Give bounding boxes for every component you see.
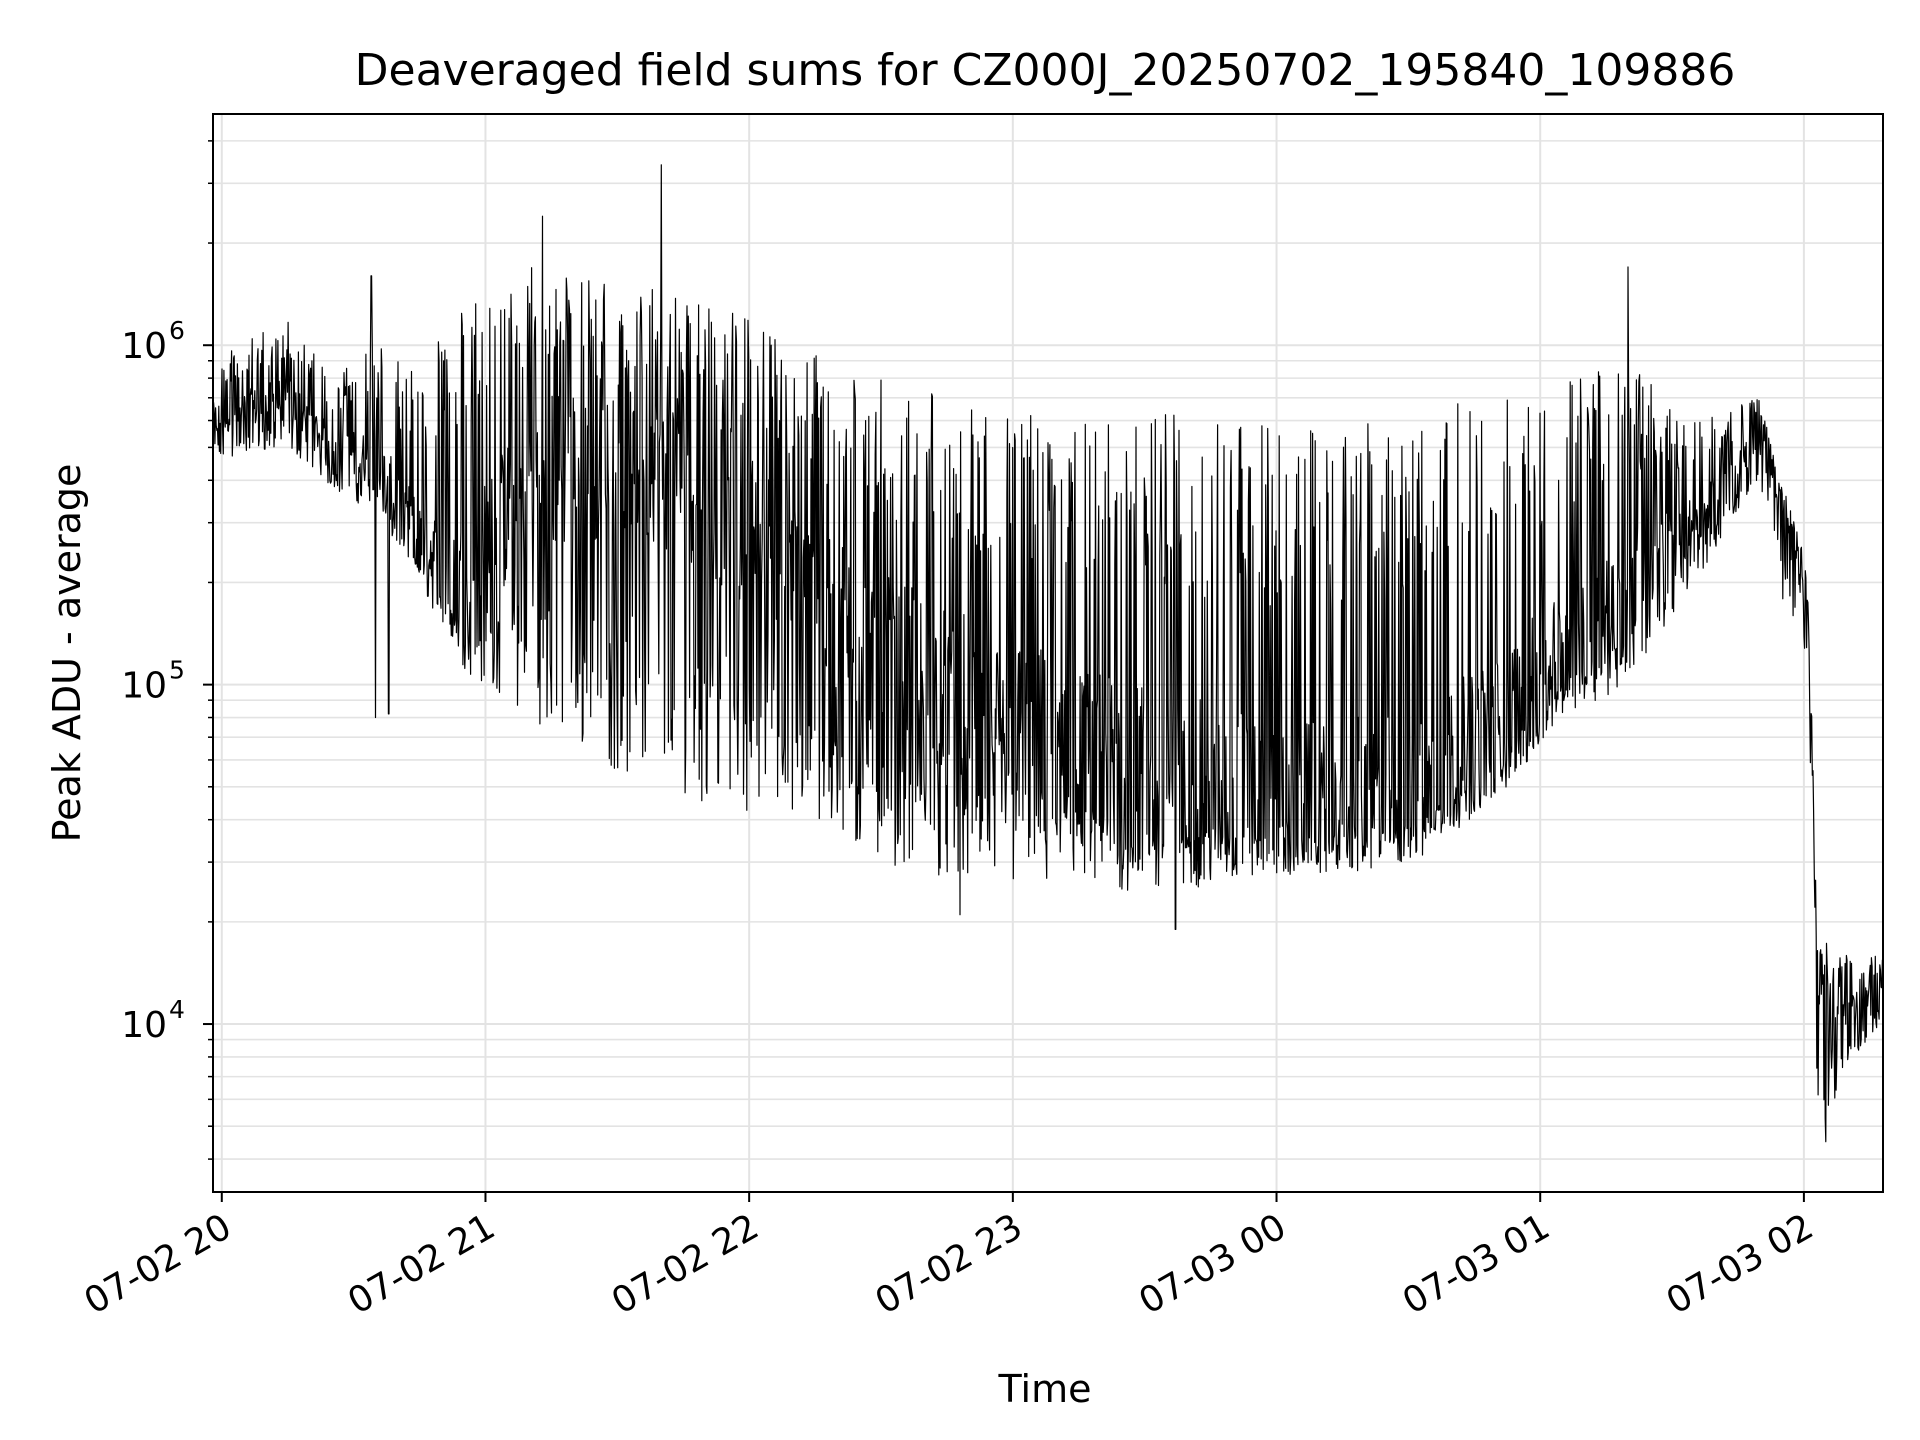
series-line [213, 164, 1883, 1143]
y-tick-label: 10 [121, 666, 167, 707]
chart-title: Deaveraged field sums for CZ000J_2025070… [355, 45, 1736, 96]
y-tick-label: 10 [121, 326, 167, 367]
y-axis-label: Peak ADU - average [45, 464, 89, 843]
y-tick-exponent: 5 [169, 656, 185, 685]
plot-frame [212, 113, 1884, 1193]
series-group [213, 164, 1883, 1143]
x-axis-label: Time [998, 1367, 1092, 1411]
y-tick-exponent: 6 [169, 316, 185, 345]
y-tick-exponent: 4 [169, 995, 185, 1024]
y-tick-label: 10 [121, 1005, 167, 1046]
